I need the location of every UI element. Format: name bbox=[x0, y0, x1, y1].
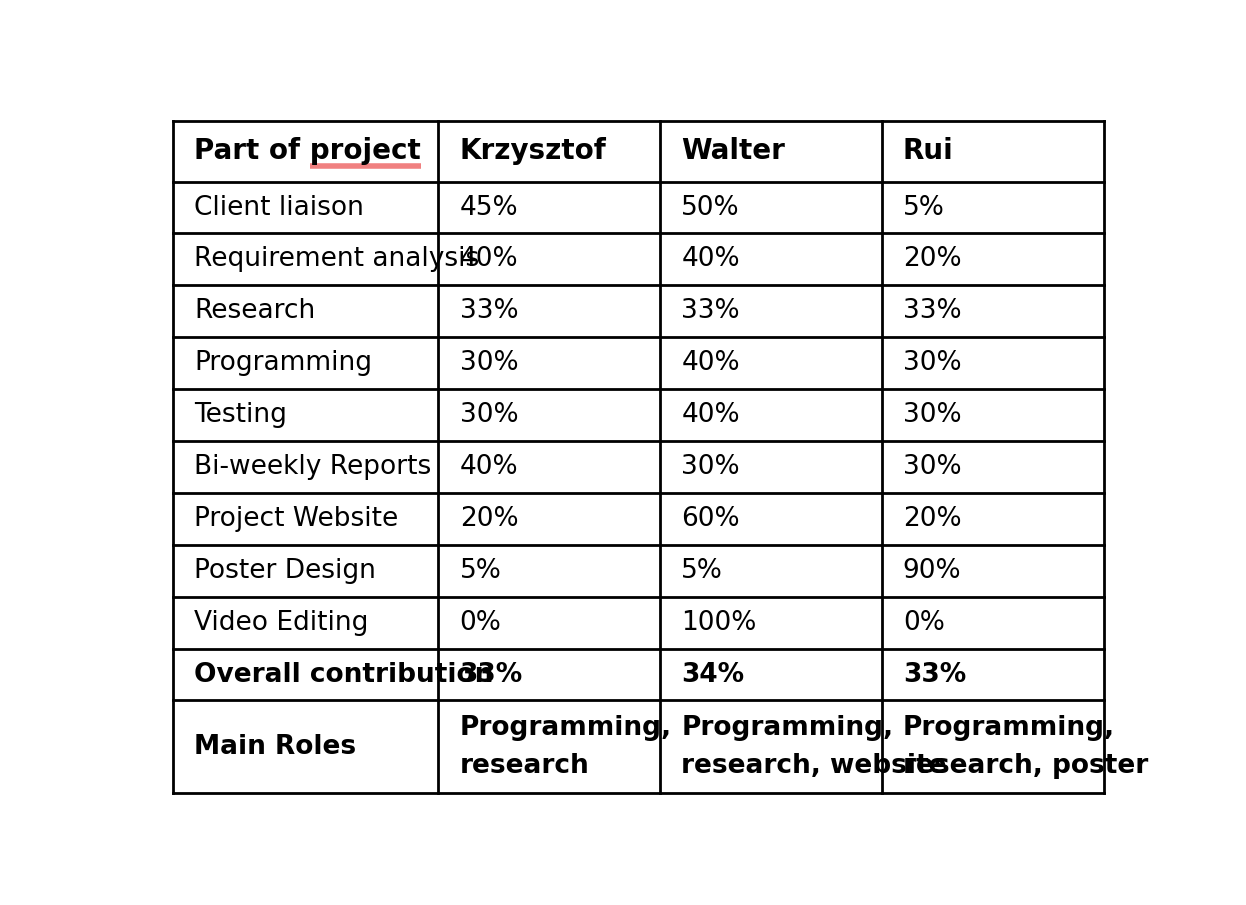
Text: Programming,
research: Programming, research bbox=[460, 715, 672, 778]
Text: 0%: 0% bbox=[460, 610, 502, 635]
Text: 60%: 60% bbox=[682, 506, 740, 532]
Text: 100%: 100% bbox=[682, 610, 756, 635]
Text: Part of project: Part of project bbox=[194, 138, 421, 166]
Text: Programming,
research, poster: Programming, research, poster bbox=[903, 715, 1148, 778]
Text: Programming,
research, website: Programming, research, website bbox=[682, 715, 947, 778]
Text: 20%: 20% bbox=[903, 246, 962, 272]
Text: 20%: 20% bbox=[460, 506, 518, 532]
Text: Requirement analysis: Requirement analysis bbox=[194, 246, 480, 272]
Text: Project Website: Project Website bbox=[194, 506, 399, 532]
Text: 33%: 33% bbox=[460, 299, 518, 324]
Text: 5%: 5% bbox=[903, 195, 944, 221]
Text: 33%: 33% bbox=[682, 299, 740, 324]
Text: Krzysztof: Krzysztof bbox=[460, 138, 607, 166]
Text: Main Roles: Main Roles bbox=[194, 734, 356, 759]
Text: Bi-weekly Reports: Bi-weekly Reports bbox=[194, 454, 431, 480]
Text: 40%: 40% bbox=[682, 350, 740, 376]
Text: Walter: Walter bbox=[682, 138, 785, 166]
Text: Research: Research bbox=[194, 299, 315, 324]
Text: Rui: Rui bbox=[903, 138, 953, 166]
Text: 20%: 20% bbox=[903, 506, 962, 532]
Text: 30%: 30% bbox=[903, 350, 962, 376]
Text: 33%: 33% bbox=[460, 662, 523, 688]
Text: 40%: 40% bbox=[682, 246, 740, 272]
Text: Video Editing: Video Editing bbox=[194, 610, 369, 635]
Text: 30%: 30% bbox=[682, 454, 740, 480]
Text: 40%: 40% bbox=[682, 402, 740, 428]
Text: 30%: 30% bbox=[903, 402, 962, 428]
Text: Overall contribution: Overall contribution bbox=[194, 662, 493, 688]
Text: 5%: 5% bbox=[460, 557, 502, 584]
Text: 45%: 45% bbox=[460, 195, 518, 221]
Text: Poster Design: Poster Design bbox=[194, 557, 376, 584]
Text: 40%: 40% bbox=[460, 454, 518, 480]
Text: 30%: 30% bbox=[903, 454, 962, 480]
Text: 34%: 34% bbox=[682, 662, 744, 688]
Text: 90%: 90% bbox=[903, 557, 962, 584]
Text: 5%: 5% bbox=[682, 557, 723, 584]
Text: Testing: Testing bbox=[194, 402, 288, 428]
Text: Client liaison: Client liaison bbox=[194, 195, 364, 221]
Text: 0%: 0% bbox=[903, 610, 944, 635]
Text: 40%: 40% bbox=[460, 246, 518, 272]
Text: 33%: 33% bbox=[903, 662, 966, 688]
Text: 30%: 30% bbox=[460, 350, 518, 376]
Text: 33%: 33% bbox=[903, 299, 962, 324]
Text: 30%: 30% bbox=[460, 402, 518, 428]
Text: Programming: Programming bbox=[194, 350, 373, 376]
Text: 50%: 50% bbox=[682, 195, 740, 221]
